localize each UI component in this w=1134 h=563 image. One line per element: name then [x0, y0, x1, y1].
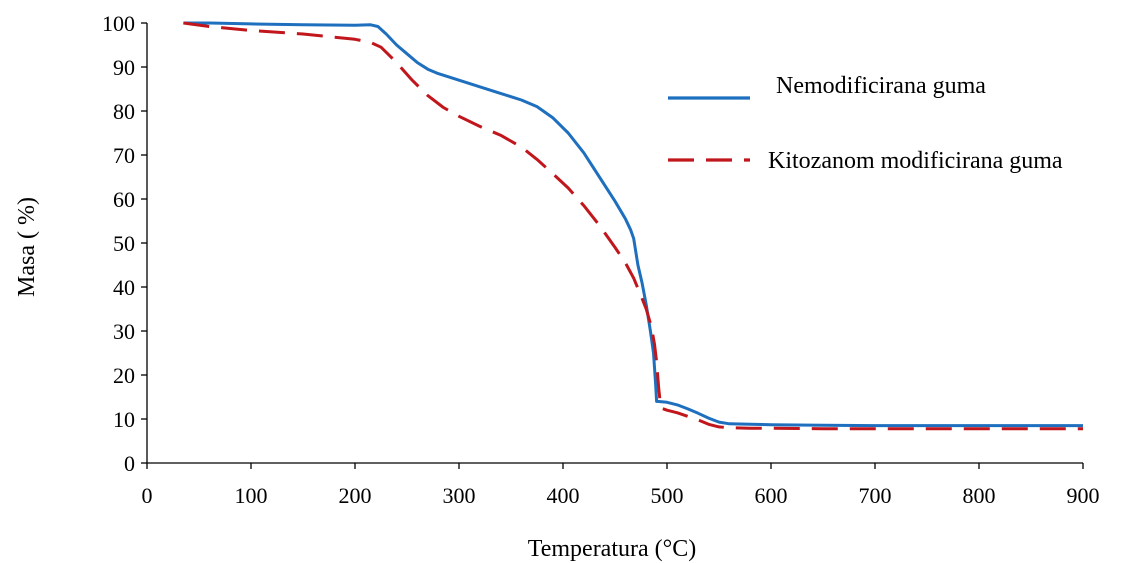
x-tick-label: 200 — [339, 483, 372, 508]
y-tick-label: 100 — [102, 11, 135, 36]
y-tick-label: 70 — [113, 143, 135, 168]
x-tick-label: 400 — [547, 483, 580, 508]
y-tick-label: 50 — [113, 231, 135, 256]
x-tick-label: 500 — [651, 483, 684, 508]
x-tick-label: 300 — [443, 483, 476, 508]
y-tick-label: 40 — [113, 275, 135, 300]
y-tick-label: 80 — [113, 99, 135, 124]
series-line-kitozanom — [183, 21, 1083, 431]
x-tick-label: 100 — [235, 483, 268, 508]
x-tick-label: 900 — [1067, 483, 1100, 508]
y-tick-label: 90 — [113, 55, 135, 80]
y-tick-label: 60 — [113, 187, 135, 212]
series-line-nemodificirana — [183, 21, 1083, 428]
x-tick-label: 800 — [963, 483, 996, 508]
x-tick-label: 0 — [142, 483, 153, 508]
y-tick-label: 0 — [124, 451, 135, 476]
y-tick-label: 30 — [113, 319, 135, 344]
legend-label-nemodificirana: Nemodificirana guma — [776, 73, 986, 99]
x-tick-label: 700 — [859, 483, 892, 508]
legend: Nemodificirana guma Kitozanom modificira… — [668, 73, 1063, 174]
legend-label-kitozanom: Kitozanom modificirana guma — [768, 148, 1063, 174]
y-axis-title: Masa ( %) — [14, 197, 40, 297]
x-axis-title: Temperatura (°C) — [528, 536, 697, 562]
x-axis-ticks: 0 100 200 300 400 500 600 700 800 900 — [142, 463, 1100, 508]
series-lines — [183, 21, 1083, 431]
y-tick-label: 10 — [113, 407, 135, 432]
y-axis-ticks: 0 10 20 30 40 50 60 70 80 90 100 — [102, 11, 147, 476]
x-tick-label: 600 — [755, 483, 788, 508]
y-tick-label: 20 — [113, 363, 135, 388]
